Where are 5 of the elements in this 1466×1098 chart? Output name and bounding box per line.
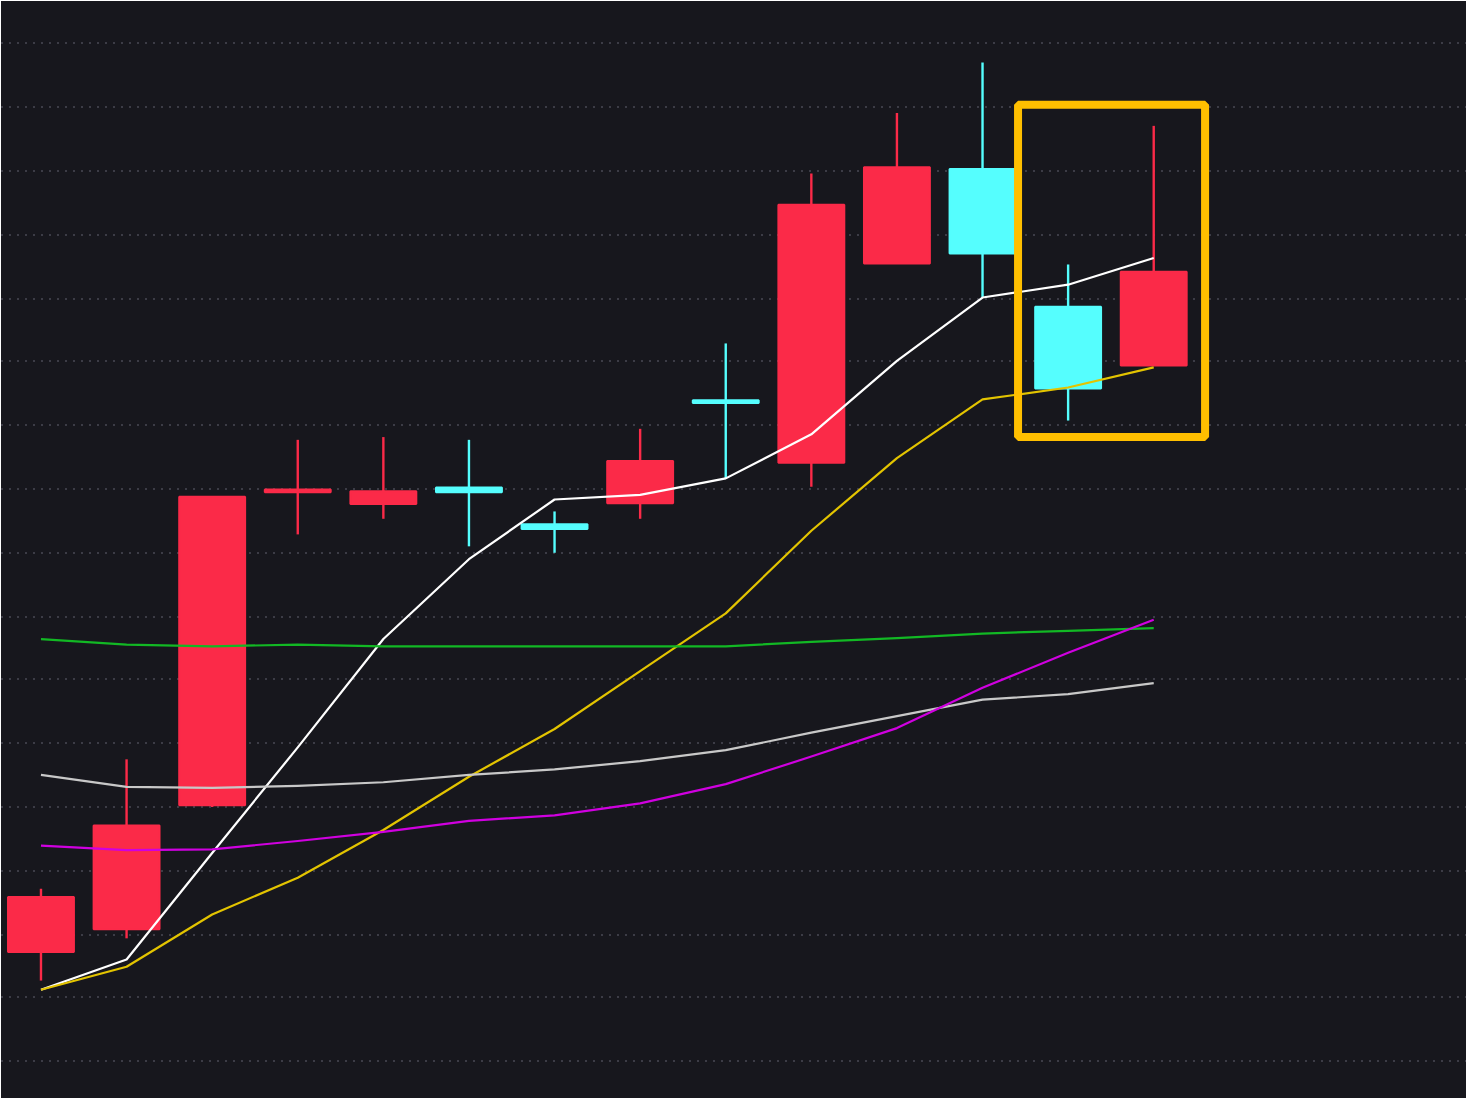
candlestick xyxy=(691,342,760,480)
candlestick xyxy=(435,438,503,548)
candlestick xyxy=(349,435,418,520)
candlestick xyxy=(263,438,332,536)
candlestick xyxy=(520,510,589,554)
